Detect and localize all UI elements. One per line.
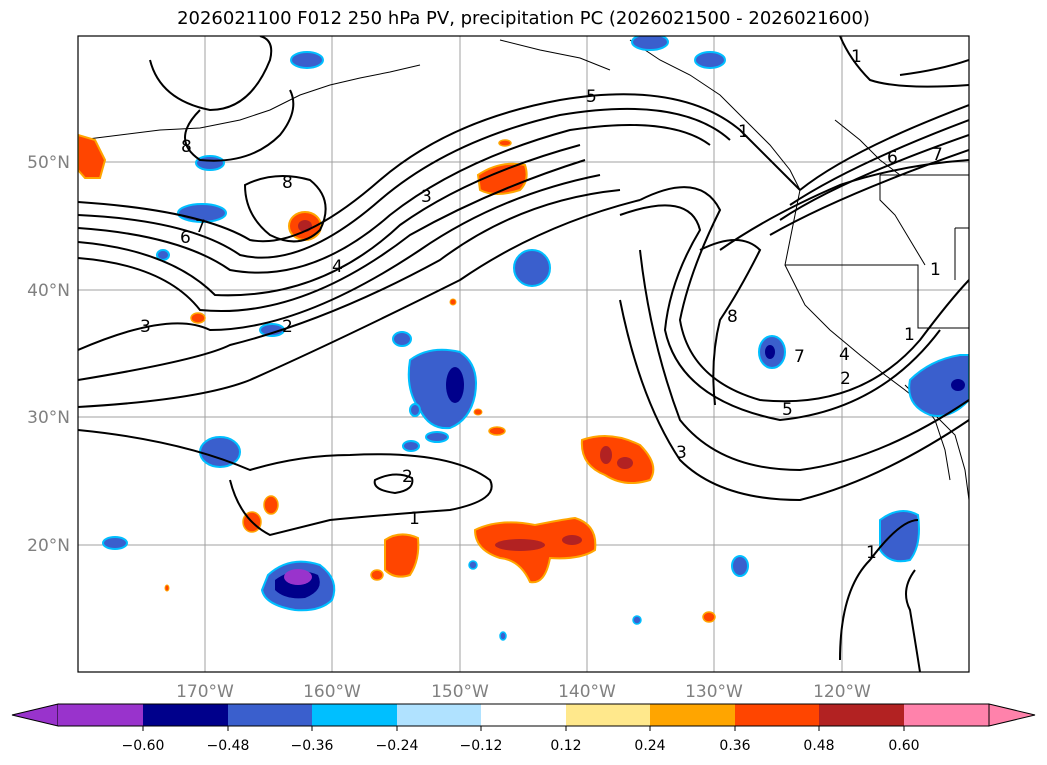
contour-label: 8 (727, 307, 738, 327)
lon-label: 170°W (176, 682, 234, 702)
colorbar-tick-label: −0.36 (291, 738, 334, 754)
lon-label: 160°W (303, 682, 361, 702)
colorbar-tick-label: −0.24 (376, 738, 419, 754)
colorbar-segment (143, 704, 228, 726)
contour-label: 3 (676, 443, 687, 463)
colorbar-segment (819, 704, 904, 726)
contour-label: 5 (586, 87, 597, 107)
colorbar-segment (58, 704, 143, 726)
lat-label: 50°N (27, 153, 70, 173)
contour-label: 6 (180, 228, 191, 248)
lon-labels: 170°W 160°W 150°W 140°W 130°W 120°W (176, 682, 871, 702)
contour-label: 3 (140, 317, 151, 337)
colorbar-segment (481, 704, 566, 726)
colorbar-segment (566, 704, 650, 726)
colorbar-tick-label: 0.36 (719, 738, 750, 754)
lat-labels: 50°N 40°N 30°N 20°N (27, 153, 70, 556)
colorbar-segment (228, 704, 312, 726)
lat-label: 40°N (27, 281, 70, 301)
colorbar-tick-label: 0.24 (634, 738, 665, 754)
lon-label: 140°W (558, 682, 616, 702)
contour-label: 1 (904, 325, 915, 345)
colorbar-tick-label: 0.12 (550, 738, 581, 754)
colorbar: −0.60 −0.48 −0.36 −0.24 −0.12 0.12 0.24 … (11, 703, 1036, 754)
contour-label: 7 (932, 145, 943, 165)
contour-labels: 1 8 8 6 7 3 4 2 5 3 1 6 7 8 7 4 1 2 5 3 … (140, 47, 943, 563)
contour-label: 4 (839, 345, 850, 365)
precip-negative-shading (102, 36, 969, 641)
colorbar-tick-label: 0.48 (803, 738, 834, 754)
contour-label: 1 (409, 509, 420, 529)
colorbar-tick-label: −0.12 (460, 738, 503, 754)
lon-label: 130°W (685, 682, 743, 702)
lon-label: 120°W (813, 682, 871, 702)
map-frame (77, 35, 970, 673)
contour-label: 7 (794, 347, 805, 367)
contour-label: 2 (402, 467, 413, 487)
pv-contours (78, 36, 969, 672)
colorbar-tick-label: −0.48 (207, 738, 250, 754)
contour-label: 1 (851, 47, 862, 67)
colorbar-segment (650, 704, 735, 726)
colorbar-segment (397, 704, 481, 726)
contour-label: 1 (738, 122, 749, 142)
map-panel (78, 36, 969, 672)
contour-label: 6 (887, 148, 898, 168)
contour-label: 8 (282, 173, 293, 193)
contour-label: 1 (866, 543, 877, 563)
colorbar-segment (735, 704, 819, 726)
contour-label: 1 (930, 260, 941, 280)
colorbar-tick-label: 0.60 (888, 738, 919, 754)
colorbar-segment (904, 704, 989, 726)
contour-label: 2 (840, 369, 851, 389)
lon-label: 150°W (431, 682, 489, 702)
contour-label: 3 (421, 187, 432, 207)
precip-positive-shading (78, 133, 716, 623)
chart-title: 2026021100 F012 250 hPa PV, precipitatio… (177, 8, 870, 29)
colorbar-tick-label: −0.60 (122, 738, 165, 754)
contour-label: 8 (181, 137, 192, 157)
contour-label: 7 (195, 217, 206, 237)
contour-label: 5 (782, 400, 793, 420)
colorbar-segment (312, 704, 397, 726)
colorbar-under-triangle (11, 703, 59, 727)
contour-label: 2 (282, 317, 293, 337)
colorbar-over-triangle (988, 703, 1036, 727)
lat-label: 30°N (27, 408, 70, 428)
contour-label: 4 (332, 257, 343, 277)
lat-label: 20°N (27, 536, 70, 556)
